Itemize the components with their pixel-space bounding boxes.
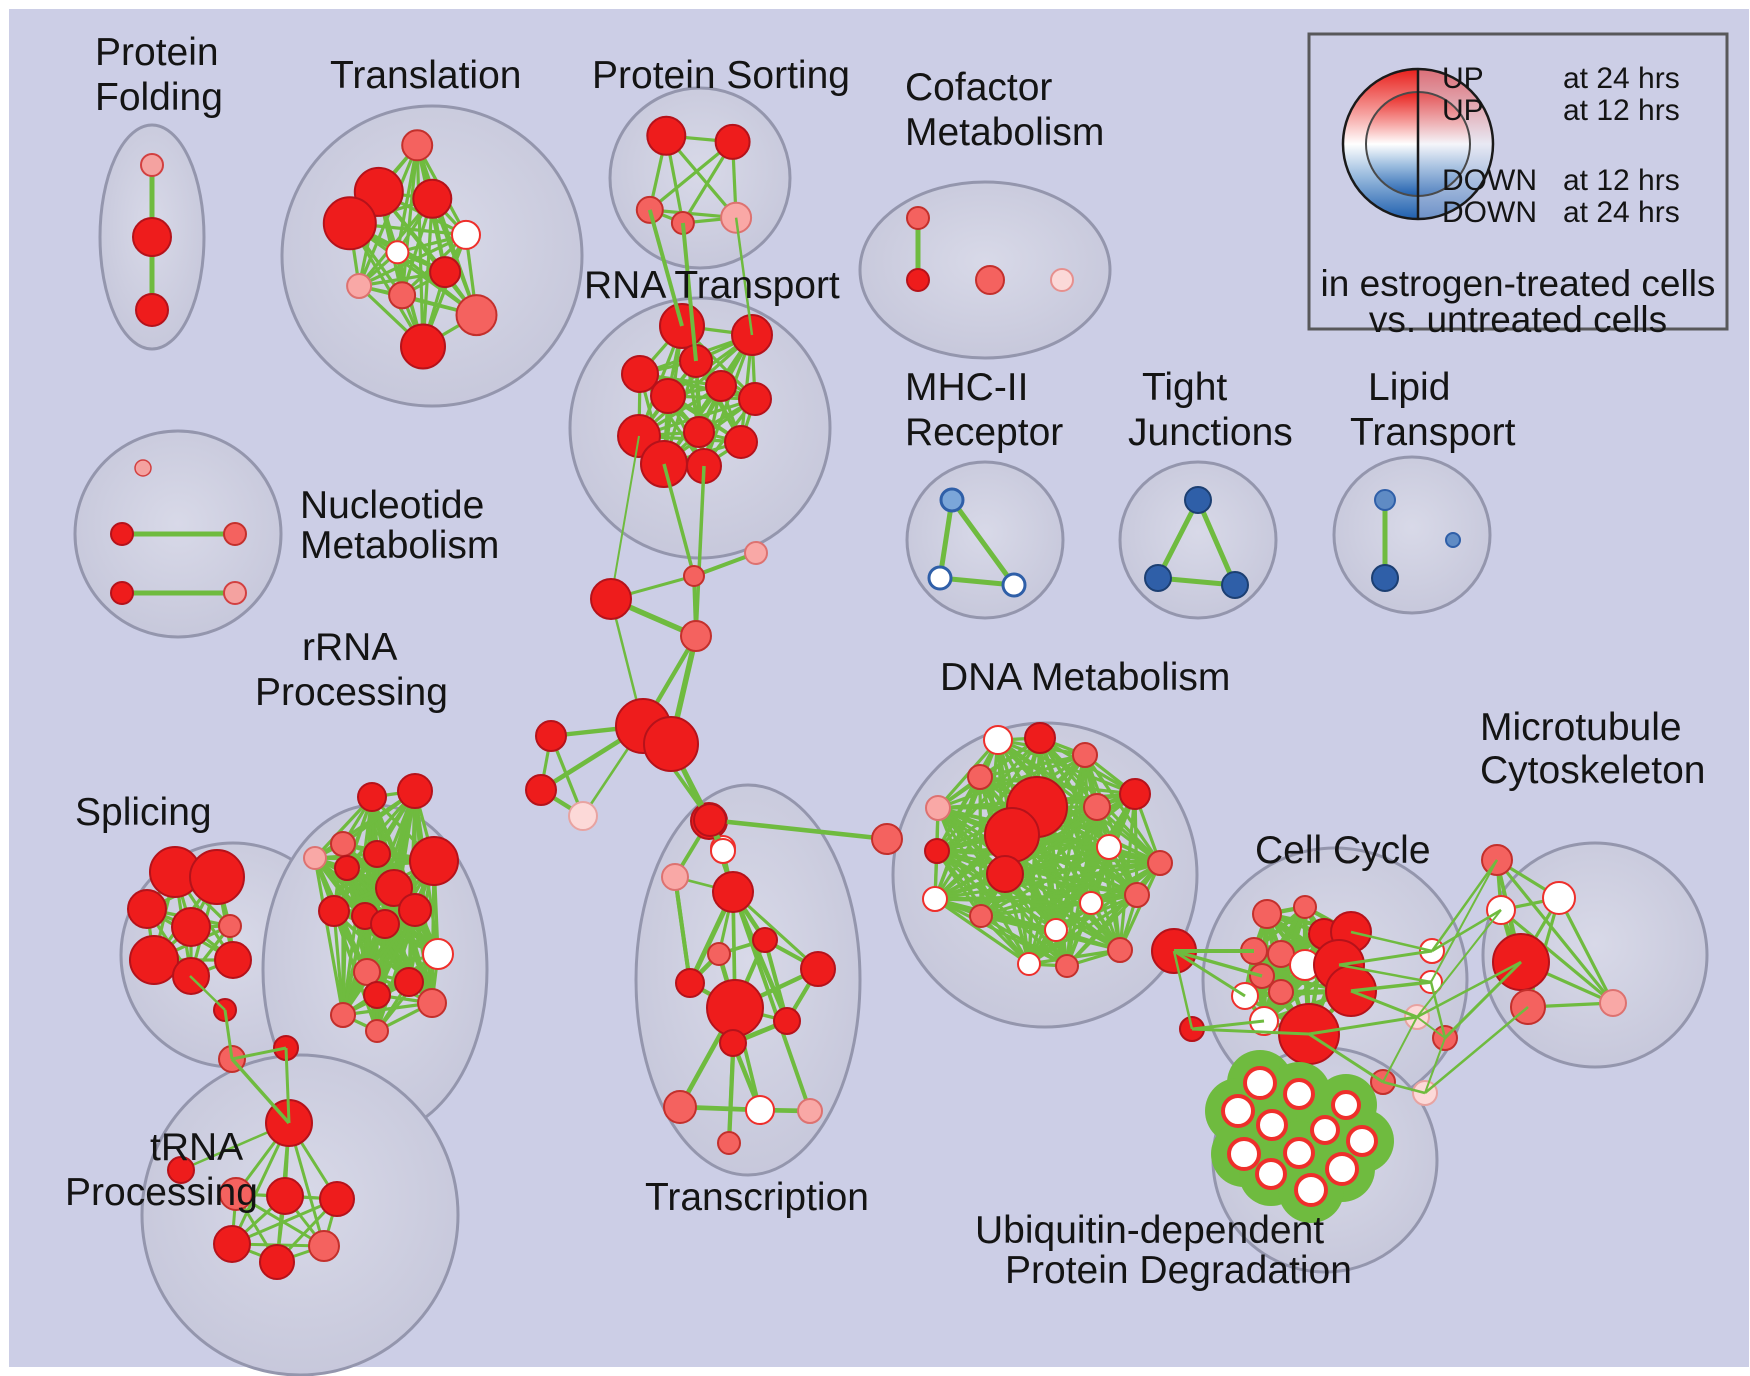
svg-text:Protein Degradation: Protein Degradation: [1005, 1249, 1352, 1292]
svg-text:Translation: Translation: [330, 54, 521, 97]
svg-text:Tight: Tight: [1142, 366, 1227, 409]
svg-text:DOWN: DOWN: [1442, 196, 1537, 229]
svg-text:Cell Cycle: Cell Cycle: [1255, 829, 1431, 872]
svg-text:MHC-II: MHC-II: [905, 366, 1028, 409]
svg-text:at 12 hrs: at 12 hrs: [1563, 94, 1680, 127]
svg-text:DNA Metabolism: DNA Metabolism: [940, 656, 1230, 699]
svg-text:DOWN: DOWN: [1442, 164, 1537, 197]
svg-text:tRNA: tRNA: [150, 1126, 243, 1169]
svg-text:Cofactor: Cofactor: [905, 66, 1052, 109]
svg-text:Metabolism: Metabolism: [300, 524, 499, 567]
svg-text:Nucleotide: Nucleotide: [300, 484, 484, 527]
svg-text:Folding: Folding: [95, 76, 223, 119]
svg-text:Transport: Transport: [1350, 411, 1516, 454]
svg-text:UP: UP: [1442, 94, 1484, 127]
svg-text:Junctions: Junctions: [1128, 411, 1293, 454]
svg-text:UP: UP: [1442, 62, 1484, 95]
svg-text:Processing: Processing: [65, 1171, 258, 1214]
svg-text:vs. untreated cells: vs. untreated cells: [1369, 299, 1667, 340]
svg-text:Splicing: Splicing: [75, 791, 212, 834]
svg-text:rRNA: rRNA: [302, 626, 397, 669]
svg-text:in estrogen-treated cells: in estrogen-treated cells: [1321, 263, 1716, 304]
svg-text:at 24 hrs: at 24 hrs: [1563, 62, 1680, 95]
svg-text:Cytoskeleton: Cytoskeleton: [1480, 749, 1705, 792]
svg-text:at 12 hrs: at 12 hrs: [1563, 164, 1680, 197]
svg-text:Protein Sorting: Protein Sorting: [592, 54, 850, 97]
svg-text:Processing: Processing: [255, 671, 448, 714]
svg-text:Metabolism: Metabolism: [905, 111, 1104, 154]
svg-text:at 24 hrs: at 24 hrs: [1563, 196, 1680, 229]
svg-text:Microtubule: Microtubule: [1480, 706, 1682, 749]
svg-text:Lipid: Lipid: [1368, 366, 1450, 409]
svg-text:Protein: Protein: [95, 31, 219, 74]
svg-text:Transcription: Transcription: [645, 1176, 869, 1219]
svg-text:Receptor: Receptor: [905, 411, 1063, 454]
svg-text:Ubiquitin-dependent: Ubiquitin-dependent: [975, 1209, 1324, 1252]
svg-text:RNA Transport: RNA Transport: [584, 264, 840, 307]
